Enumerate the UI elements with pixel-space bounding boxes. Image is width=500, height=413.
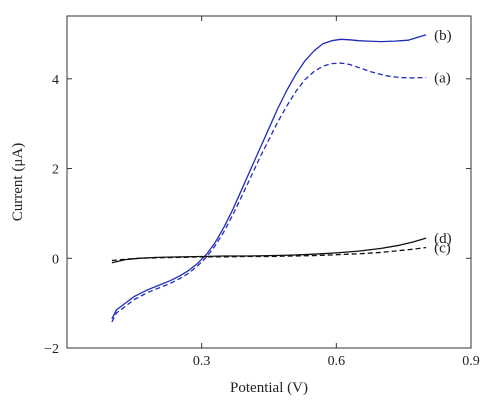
x-axis-label: Potential (V): [230, 380, 308, 396]
series-label-a: (a): [434, 70, 451, 86]
series-line-b: [111, 34, 427, 320]
y-tick-label: −2: [44, 342, 59, 357]
plot-frame: [66, 15, 472, 349]
series-layer: [111, 34, 427, 323]
y-tick-label: 2: [52, 163, 59, 178]
x-tick-label: 0.6: [328, 354, 346, 369]
x-tick-label: 0.3: [193, 354, 211, 369]
y-tick-label: 0: [52, 252, 59, 267]
tick-layer: 0.3 0.6 0.9 −2 0 2 4: [44, 16, 480, 369]
y-axis-label: Current (μA): [10, 143, 26, 221]
series-line-c: [111, 246, 427, 262]
series-label-c: (c): [434, 241, 451, 257]
series-label-d: (d): [434, 231, 452, 247]
y-tick-label: 4: [52, 73, 59, 88]
series-line-d: [111, 237, 427, 264]
series-line-a: [111, 62, 427, 323]
series-label-layer: (b) (a) (d)(c): [434, 28, 452, 257]
series-label-b: (b): [434, 28, 452, 44]
x-tick-label: 0.9: [462, 354, 480, 369]
